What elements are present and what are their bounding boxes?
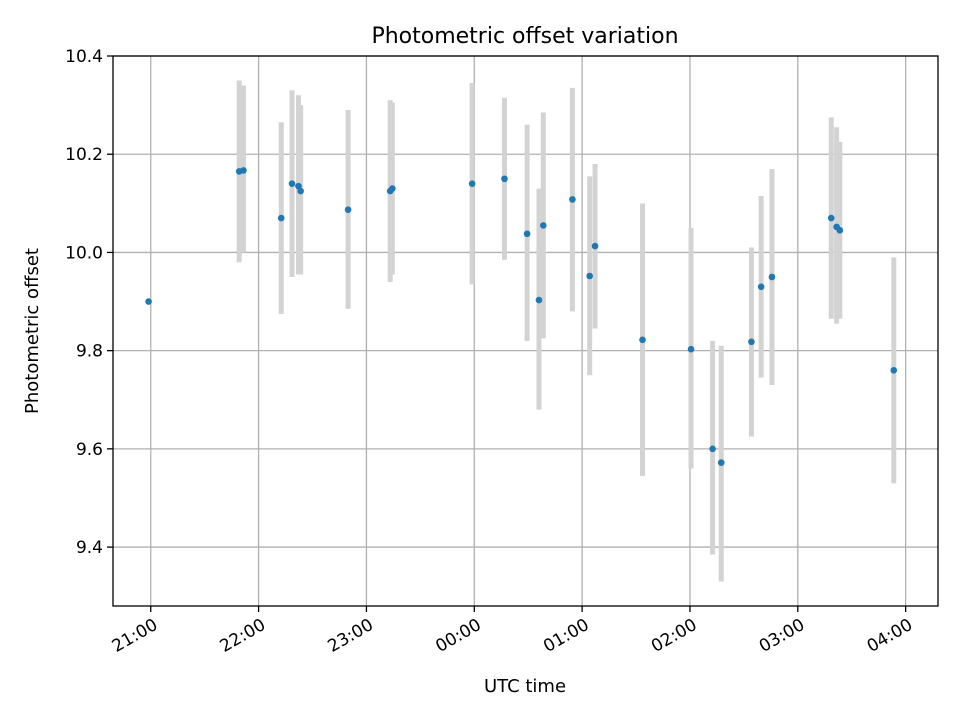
y-tick-label: 10.0 [65, 243, 103, 263]
data-point [240, 167, 247, 174]
data-point [639, 336, 646, 344]
data-point [709, 445, 716, 453]
data-point [145, 298, 152, 305]
x-tick-label: 22:00 [217, 615, 269, 657]
y-tick-label: 9.8 [76, 342, 103, 362]
data-point [277, 214, 285, 222]
data-point [748, 338, 755, 346]
data-point [586, 272, 593, 280]
data-point [523, 230, 531, 238]
data-point [768, 273, 776, 281]
data-point [288, 180, 296, 187]
plot-frame [112, 55, 939, 607]
y-tick-label: 10.2 [65, 145, 103, 165]
data-point [890, 366, 898, 374]
x-tick-label: 23:00 [324, 615, 376, 657]
data-point [827, 214, 835, 222]
data-point [687, 345, 695, 353]
data-point [539, 222, 547, 229]
data-point [591, 242, 599, 250]
data-point [389, 185, 396, 192]
y-tick-label: 10.4 [65, 47, 103, 67]
data-points [145, 167, 898, 466]
data-point [836, 227, 844, 234]
data-point [297, 187, 304, 195]
error-bars [236, 80, 897, 582]
data-point [344, 206, 352, 214]
y-tick-label: 9.4 [76, 538, 103, 558]
x-tick-label: 03:00 [756, 615, 808, 657]
x-tick-label: 01:00 [540, 615, 592, 657]
data-point [757, 283, 765, 291]
x-axis: 21:00 22:00 23:00 00:00 01:00 02:00 03:00 04:00 [109, 606, 916, 657]
data-point [468, 180, 476, 187]
x-tick-label: 21:00 [109, 615, 161, 657]
data-point [501, 175, 508, 183]
data-point [717, 459, 725, 466]
x-axis-label: UTC time [484, 676, 566, 697]
chart-title: Photometric offset variation [371, 24, 678, 49]
y-axis: 9.4 9.6 9.8 10.0 10.2 10.4 [65, 47, 113, 558]
data-point [569, 196, 576, 203]
y-tick-label: 9.6 [76, 440, 103, 460]
data-point [535, 296, 543, 304]
x-tick-label: 00:00 [432, 615, 484, 657]
x-tick-label: 04:00 [864, 615, 916, 657]
y-axis-label: Photometric offset [22, 248, 43, 414]
x-tick-label: 02:00 [648, 615, 700, 657]
